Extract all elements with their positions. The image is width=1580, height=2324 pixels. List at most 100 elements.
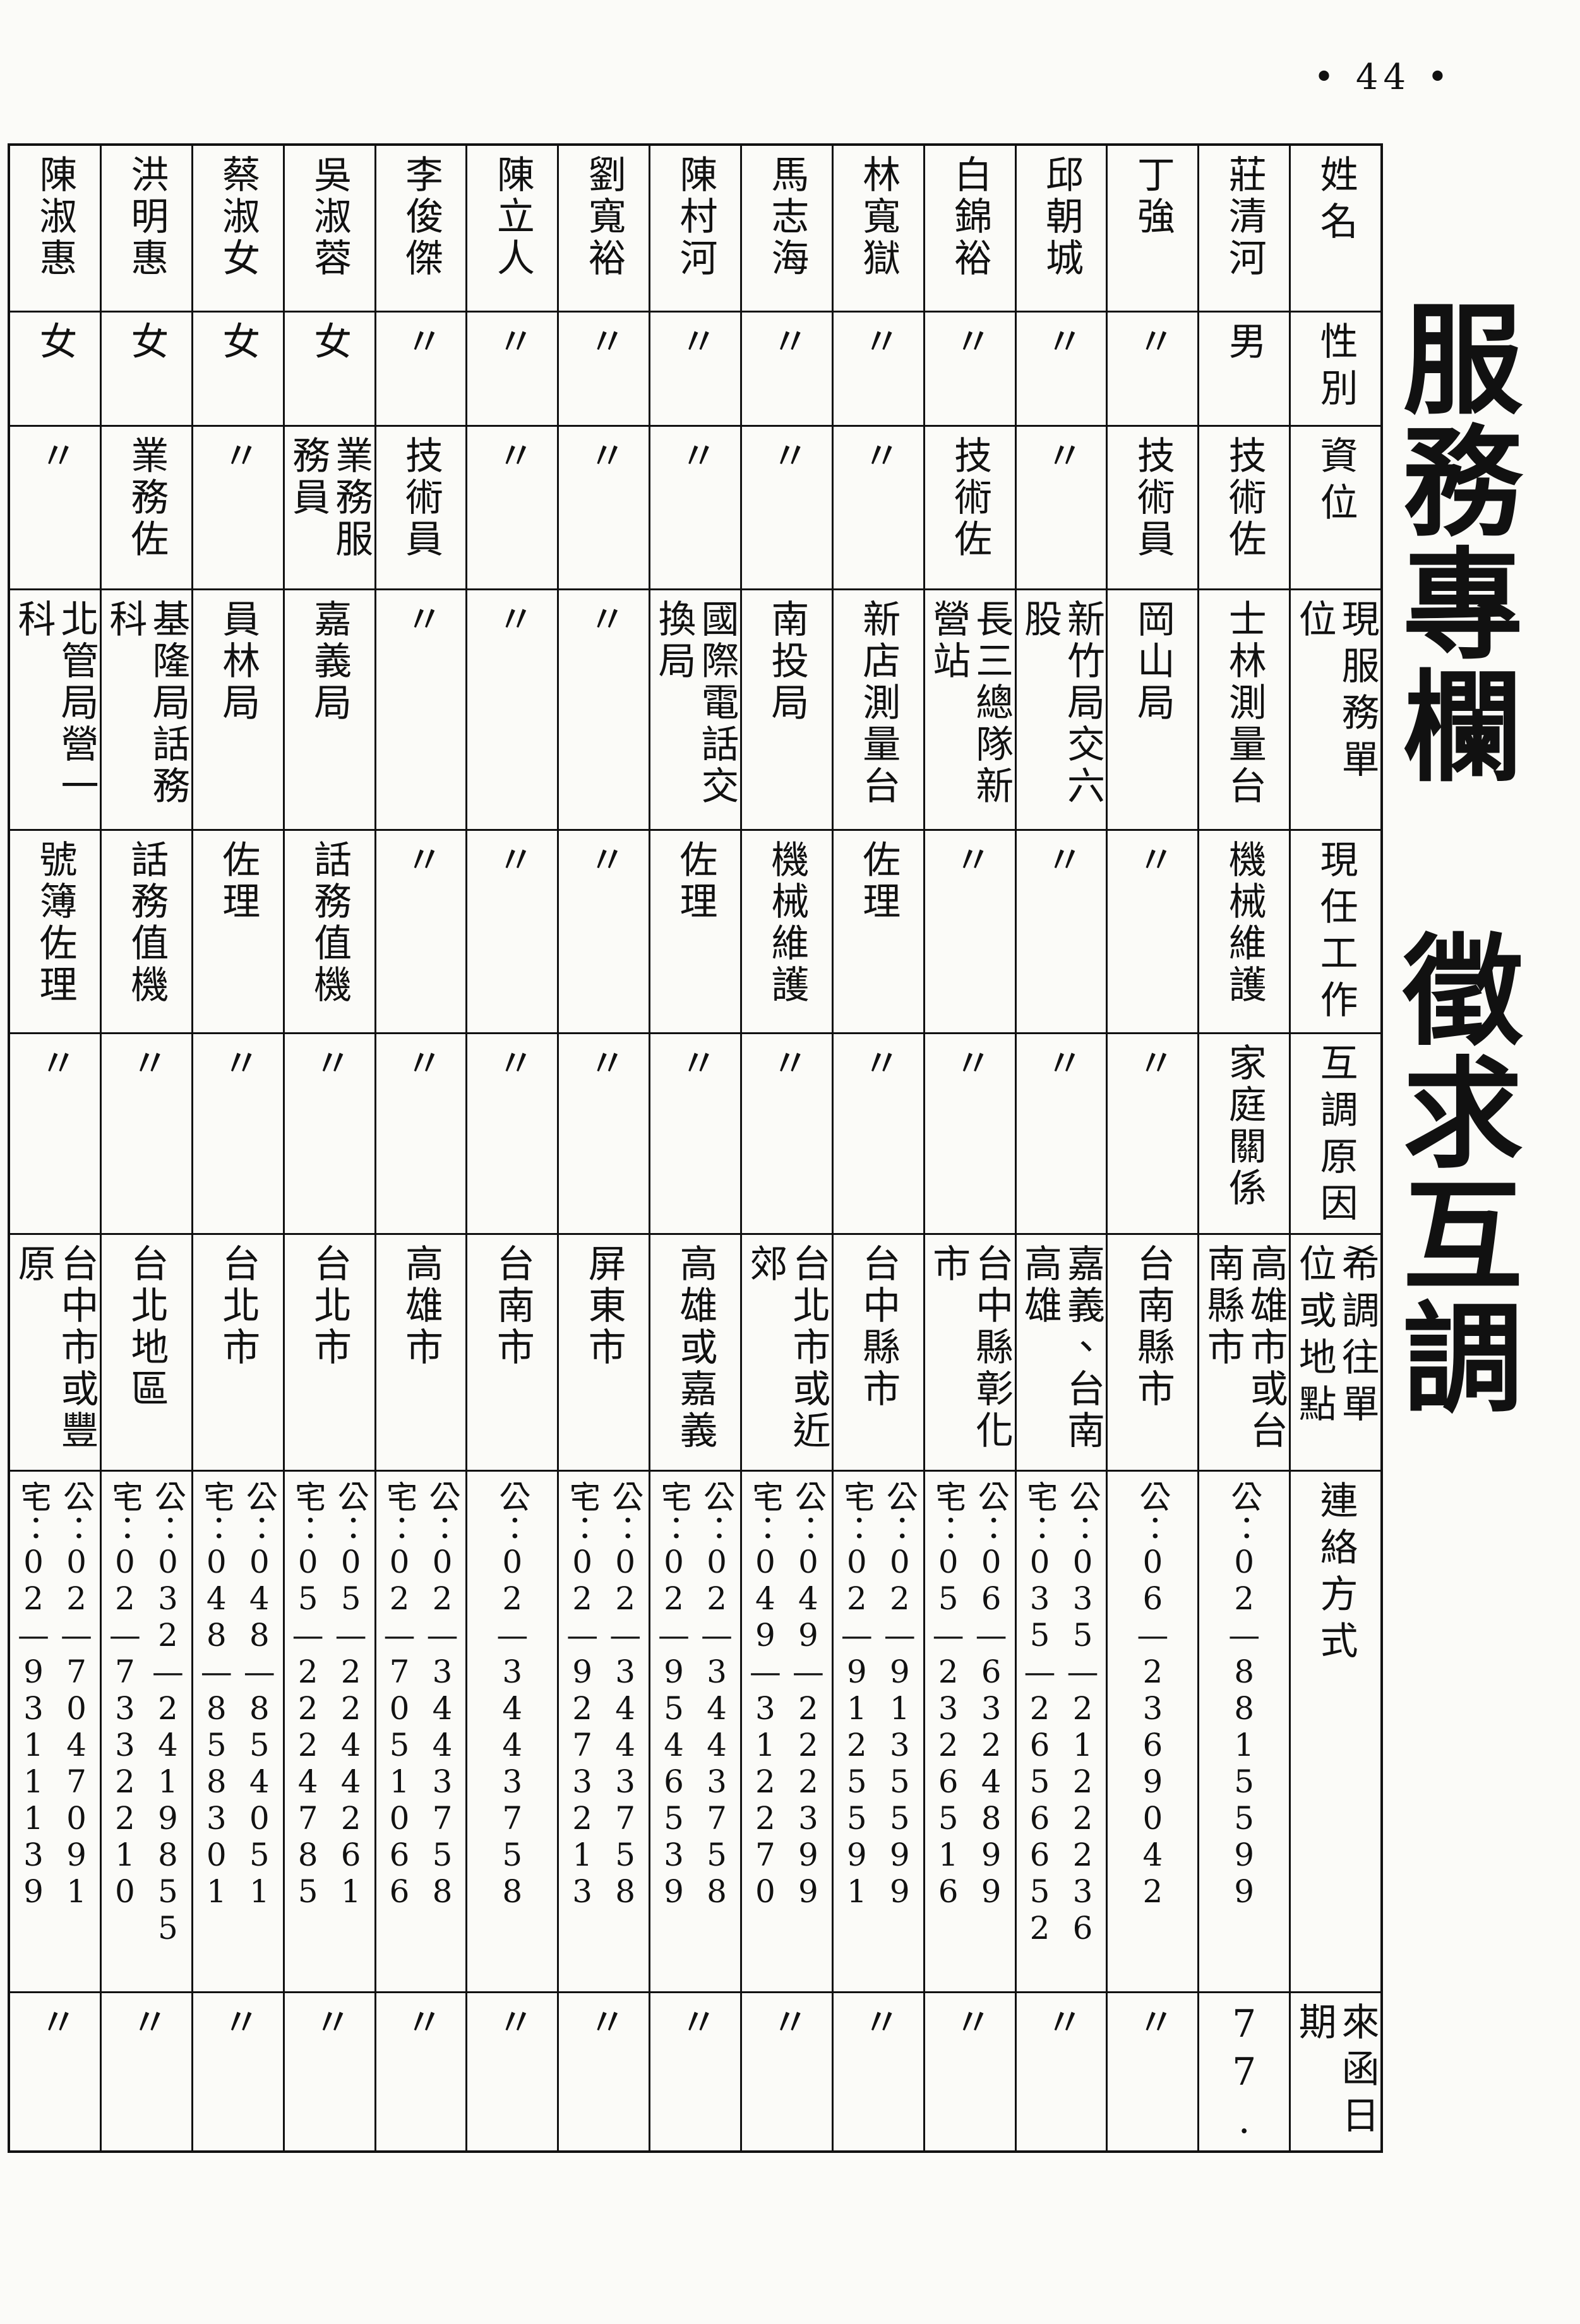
cell-text: 邱朝城	[1039, 155, 1084, 280]
cell-text: 〃	[490, 1043, 535, 1085]
table-cell: 長三總隊新營站	[925, 590, 1015, 831]
table-cell: 〃	[559, 1034, 649, 1235]
table-cell: 林寬獄	[833, 146, 923, 313]
table-cell: 連絡方式	[1291, 1472, 1380, 1993]
table-cell: 〃	[10, 427, 100, 591]
contact-line: 公：02—3443758	[424, 1480, 461, 1910]
cell-text: 〃	[673, 435, 718, 477]
contact-line: 宅：049—312270	[746, 1480, 784, 1910]
cell-text: 〃	[764, 2001, 809, 2044]
contact-line: 公：06—6324899	[973, 1480, 1010, 1910]
cell-text: 女	[33, 321, 78, 364]
table: 姓名 性別 資位 現服務單位 現任工作 互調原因 希調往單位或地點 連絡方式 來函日期 莊清河男技…	[8, 143, 1383, 2153]
contact-line: 宅：02—9125591	[838, 1480, 875, 1910]
cell-text: 〃	[582, 599, 626, 641]
contact-lines: 公：02—7047091 宅：02—9311139	[14, 1481, 96, 1910]
cell-text: 高雄市	[398, 1243, 443, 1369]
cell-text: 基隆局話務科	[102, 599, 190, 808]
table-cell: 岡山局	[1108, 590, 1198, 831]
table-cell: 〃	[1108, 1034, 1198, 1235]
cell-text: 〃	[1130, 840, 1175, 882]
cell-text: 長三總隊新營站	[926, 599, 1014, 808]
cell-text: 〃	[582, 1043, 626, 1085]
cell-text: 〃	[1130, 321, 1175, 364]
cell-text: 〃	[764, 1043, 809, 1085]
table-cell: 李俊傑	[376, 146, 466, 313]
contact-line: 公：048—854051	[241, 1480, 278, 1910]
cell-text: 〃	[856, 321, 901, 364]
cell-text: 台北市或近郊	[743, 1243, 830, 1452]
table-cell: 佐理	[193, 831, 283, 1035]
record-column: 劉寬裕〃〃〃〃〃屏東市 公：02—3443758 宅：02—9273213 〃	[557, 146, 649, 2150]
table-cell: 公：02—3443758 宅：02—7051066	[376, 1472, 466, 1993]
contact-line: 公：032—2419855	[149, 1480, 186, 1946]
cell-text: 業務服務員	[285, 435, 373, 561]
table-cell: 〃	[10, 1993, 100, 2150]
table-cell: 資位	[1291, 427, 1380, 591]
column-header: 來函日期	[1292, 2001, 1380, 2142]
cell-text: 台中市或豐原	[11, 1243, 99, 1452]
contact-line: 宅：02—9546539	[655, 1480, 693, 1910]
table-cell: 丁強	[1108, 146, 1198, 313]
record-column: 陳立人〃〃〃〃〃台南市 公：02—3443758 〃	[465, 146, 558, 2150]
table-cell: 台北市	[284, 1235, 374, 1472]
column-header: 希調往單位或地點	[1292, 1243, 1380, 1431]
table-cell: 〃	[467, 590, 558, 831]
cell-text: 蔡淑女	[215, 155, 260, 280]
record-column: 莊清河男技術佐 士林測量台 機械維護 家庭關係 高雄市或台南縣市 公：02—8815599…	[1197, 146, 1290, 2150]
cell-text: 馬志海	[764, 155, 809, 280]
table-cell: 公：02—7047091 宅：02—9311139	[10, 1472, 100, 1993]
table-cell: 〃	[101, 1034, 191, 1235]
table-cell: 家庭關係	[1199, 1034, 1290, 1235]
cell-text: 〃	[490, 435, 535, 477]
table-cell: 公：049—222399 宅：049—312270	[741, 1472, 832, 1993]
table-cell: 話務值機	[101, 831, 191, 1035]
table-cell: 陳立人	[467, 146, 558, 313]
header-column: 姓名 性別 資位 現服務單位 現任工作 互調原因 希調往單位或地點 連絡方式 來函日期	[1289, 146, 1380, 2150]
cell-text: 〃	[582, 435, 626, 477]
cell-text: 屏東市	[582, 1243, 626, 1369]
table-cell: 台中縣彰化市	[925, 1235, 1015, 1472]
table-cell: 陳淑惠	[10, 146, 100, 313]
table-cell: 公：02—3443758 宅：02—9273213	[559, 1472, 649, 1993]
table-cell: 技術佐	[1199, 427, 1290, 591]
cell-text: 〃	[215, 435, 260, 477]
record-column: 丁強〃技術員 岡山局〃〃台南縣市 公：06—2369042 〃	[1106, 146, 1198, 2150]
table-cell: 台北市或近郊	[741, 1235, 832, 1472]
cell-text: 洪明惠	[124, 155, 169, 280]
cell-text: 吳淑蓉	[307, 155, 352, 280]
cell-text: 〃	[947, 2001, 992, 2044]
cell-text: 〃	[1039, 435, 1084, 477]
cell-text: 〃	[490, 2001, 535, 2044]
column-header: 姓名	[1314, 155, 1358, 248]
table-cell: 〃	[925, 1034, 1015, 1235]
cell-text: 士林測量台	[1222, 599, 1267, 808]
table-cell: 〃	[1016, 427, 1106, 591]
contact-line: 宅：048—858301	[198, 1480, 235, 1910]
cell-text: 〃	[490, 840, 535, 882]
contact-line: 公：02—3443758	[698, 1480, 736, 1910]
contact-line: 公：05—2244261	[332, 1480, 369, 1910]
cell-text: 技術員	[398, 435, 443, 561]
contact-lines: 公：06—6324899 宅：05—2326516	[929, 1481, 1011, 1910]
contact-line: 宅：02—7332210	[106, 1480, 143, 1910]
cell-text: 〃	[307, 2001, 352, 2044]
contact-line: 公：049—222399	[789, 1480, 827, 1910]
table-cell: 洪明惠	[101, 146, 191, 313]
cell-text: 〃	[215, 1043, 260, 1085]
cell-text: 新竹局交六股	[1017, 599, 1105, 808]
table-cell: 〃	[376, 1034, 466, 1235]
cell-text: 〃	[582, 2001, 626, 2044]
table-cell: 〃	[376, 831, 466, 1035]
record-column: 洪明惠女業務佐 基隆局話務科 話務值機〃台北地區 公：032—2419855 宅：02—…	[99, 146, 191, 2150]
cell-text: 林寬獄	[856, 155, 901, 280]
cell-text: 〃	[398, 599, 443, 641]
cell-text: 77.2.	[1222, 2001, 1267, 2150]
table-cell: 話務值機	[284, 831, 374, 1035]
table-cell: 〃	[376, 313, 466, 427]
table-cell: 吳淑蓉	[284, 146, 374, 313]
cell-text: 〃	[1039, 840, 1084, 882]
cell-text: 技術佐	[947, 435, 992, 561]
contact-lines: 公：06—2369042	[1133, 1481, 1172, 1910]
